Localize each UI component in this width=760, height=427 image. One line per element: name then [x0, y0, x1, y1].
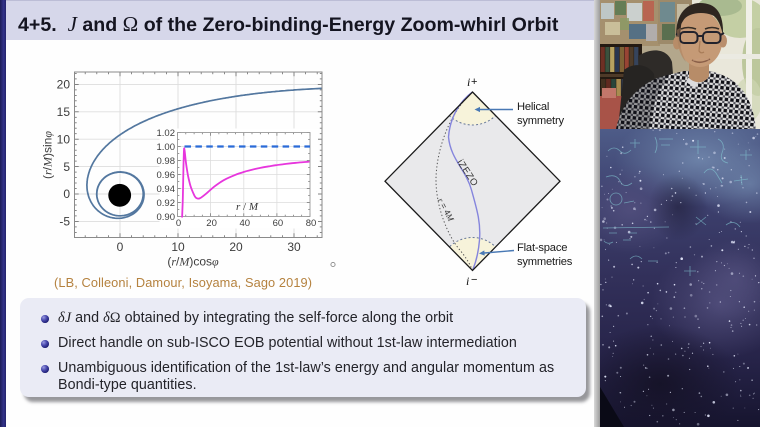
svg-text:40: 40 — [240, 218, 251, 229]
svg-text:i: i — [466, 274, 469, 288]
svg-text:20: 20 — [229, 240, 243, 254]
svg-text:symmetry: symmetry — [517, 115, 564, 127]
svg-text:80: 80 — [306, 218, 317, 229]
svg-text:0.94: 0.94 — [157, 184, 176, 195]
svg-text:r / M: r / M — [236, 201, 259, 213]
svg-text:0.92: 0.92 — [157, 198, 176, 209]
svg-text:i: i — [467, 75, 470, 89]
svg-text:-5: -5 — [59, 215, 70, 229]
svg-text:1.00: 1.00 — [157, 142, 176, 153]
svg-text:20: 20 — [206, 218, 217, 229]
svg-text:0: 0 — [117, 240, 124, 254]
svg-text:5: 5 — [63, 160, 70, 174]
svg-text:(r/M)cosφ: (r/M)cosφ — [167, 255, 219, 269]
svg-text:60: 60 — [273, 218, 284, 229]
svg-text:0: 0 — [63, 187, 70, 201]
svg-text:Helical: Helical — [517, 101, 549, 113]
svg-text:20: 20 — [57, 78, 71, 92]
svg-text:1.02: 1.02 — [157, 128, 176, 139]
svg-text:10: 10 — [171, 240, 185, 254]
svg-text:Flat-space: Flat-space — [517, 242, 567, 254]
svg-text:0.90: 0.90 — [157, 212, 176, 223]
svg-text:30: 30 — [287, 240, 301, 254]
svg-text:−: − — [471, 274, 477, 286]
svg-text:0.98: 0.98 — [157, 156, 176, 167]
svg-text:10: 10 — [57, 132, 71, 146]
svg-text:0.96: 0.96 — [157, 170, 176, 181]
svg-text:+: + — [471, 76, 477, 88]
svg-text:15: 15 — [57, 105, 71, 119]
svg-text:(r/M)sinφ: (r/M)sinφ — [41, 131, 55, 179]
svg-text:0: 0 — [176, 218, 181, 229]
svg-text:symmetries: symmetries — [517, 256, 573, 268]
